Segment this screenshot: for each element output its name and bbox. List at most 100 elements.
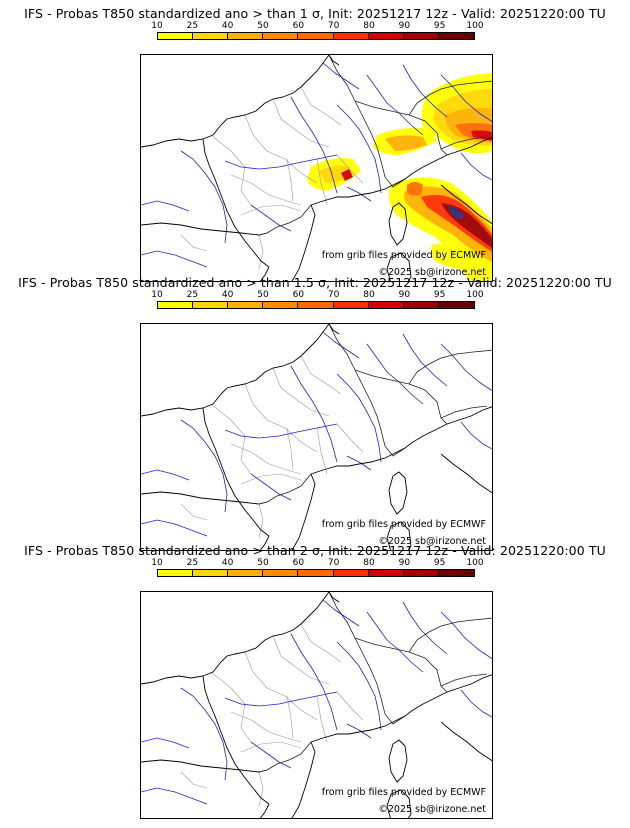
colorbar-tick-label: 10 bbox=[151, 558, 163, 568]
region-boundary bbox=[272, 98, 330, 148]
colorbar-bar bbox=[157, 301, 475, 309]
probability-contour bbox=[431, 244, 467, 269]
coastlines bbox=[141, 592, 492, 818]
region-boundary bbox=[300, 355, 342, 395]
source-credit: from grib files provided by ECMWF bbox=[321, 787, 486, 798]
river-line bbox=[290, 365, 338, 463]
source-credit: from grib files provided by ECMWF bbox=[321, 519, 486, 530]
coastline bbox=[440, 184, 492, 225]
river-line bbox=[224, 423, 338, 439]
coastlines bbox=[141, 324, 492, 550]
country-border bbox=[440, 673, 488, 687]
colorbar-tick-label: 80 bbox=[363, 558, 375, 568]
anomaly-probability-field bbox=[307, 73, 492, 281]
country-border bbox=[328, 324, 406, 457]
colorbar-legend: 10 25 40 50 60 70 80 90 95 100 bbox=[151, 558, 484, 579]
coastline bbox=[141, 491, 268, 505]
river-line bbox=[180, 687, 228, 781]
river-line bbox=[402, 64, 448, 118]
coastline bbox=[141, 324, 330, 417]
region-boundary bbox=[316, 158, 328, 206]
coastline bbox=[291, 473, 316, 550]
colorbar-tick-label: 95 bbox=[433, 21, 446, 31]
river-line bbox=[224, 154, 338, 170]
coastline bbox=[141, 592, 330, 685]
colorbar-tick-label: 60 bbox=[292, 21, 305, 31]
region-boundary bbox=[272, 367, 330, 417]
colorbar-tick-label: 40 bbox=[221, 558, 234, 568]
colorbar-segment bbox=[158, 302, 194, 308]
river-line bbox=[250, 473, 292, 501]
colorbar-tick-label: 60 bbox=[292, 558, 305, 568]
colorbar-segment bbox=[263, 33, 299, 39]
colorbar-segment bbox=[298, 33, 334, 39]
colorbar-tick-label: 90 bbox=[398, 21, 411, 31]
region-boundary bbox=[180, 771, 208, 789]
panel-title: IFS - Probas T850 standardized ano > tha… bbox=[24, 6, 606, 21]
region-boundary bbox=[210, 403, 252, 475]
river-line bbox=[290, 633, 338, 731]
river-line bbox=[141, 787, 208, 805]
colorbar-tick-label: 25 bbox=[186, 290, 199, 300]
colorbar-tick-label: 100 bbox=[466, 290, 484, 300]
probability-map: from grib files provided by ECMWF ©2025 … bbox=[140, 54, 493, 282]
coastline bbox=[328, 324, 340, 335]
copyright-credit: ©2025 sb@irizone.net bbox=[378, 804, 486, 815]
river-line bbox=[440, 74, 492, 123]
colorbar-tick-label: 25 bbox=[186, 558, 199, 568]
copyright-credit: ©2025 sb@irizone.net bbox=[378, 267, 486, 278]
country-border bbox=[266, 741, 312, 771]
coastline bbox=[440, 453, 492, 494]
region-boundary bbox=[286, 695, 294, 739]
coastline bbox=[259, 266, 270, 281]
colorbar-segment bbox=[263, 570, 299, 576]
river-line bbox=[460, 421, 492, 450]
region-boundary bbox=[240, 204, 302, 216]
coastline bbox=[440, 721, 492, 762]
country-border bbox=[408, 617, 492, 653]
colorbar-tick-label: 40 bbox=[221, 290, 234, 300]
probability-map: from grib files provided by ECMWF ©2025 … bbox=[140, 591, 493, 819]
map-panel-1sigma: IFS - Probas T850 standardized ano > tha… bbox=[0, 6, 630, 282]
colorbar-bar bbox=[157, 32, 475, 40]
colorbar-segment bbox=[333, 33, 369, 39]
colorbar-tick-label: 50 bbox=[257, 21, 269, 31]
colorbar-segment bbox=[403, 33, 439, 39]
river-line bbox=[366, 343, 424, 405]
colorbar-segment bbox=[193, 570, 229, 576]
map-canvas bbox=[141, 55, 492, 281]
region-boundary bbox=[210, 134, 252, 206]
panel-title: IFS - Probas T850 standardized ano > tha… bbox=[18, 275, 612, 290]
colorbar-segment bbox=[333, 570, 369, 576]
colorbar-tick-label: 10 bbox=[151, 290, 163, 300]
colorbar-segment bbox=[403, 302, 439, 308]
rivers bbox=[141, 599, 492, 805]
colorbar-tick-label: 95 bbox=[433, 558, 446, 568]
colorbar-tick-label: 100 bbox=[466, 21, 484, 31]
river-line bbox=[141, 469, 190, 481]
coastline bbox=[202, 675, 270, 805]
river-line bbox=[141, 519, 208, 537]
coastline bbox=[141, 759, 268, 773]
river-line bbox=[141, 200, 190, 212]
colorbar-segment bbox=[263, 302, 299, 308]
river-line bbox=[141, 737, 190, 749]
region-boundary bbox=[180, 503, 208, 521]
probability-contour bbox=[449, 205, 465, 219]
country-border bbox=[408, 349, 492, 385]
colorbar-segment bbox=[228, 302, 264, 308]
colorbar-tick-label: 50 bbox=[257, 558, 269, 568]
region-boundaries bbox=[180, 86, 364, 270]
region-boundary bbox=[272, 635, 330, 685]
river-line bbox=[346, 723, 372, 739]
coastline bbox=[412, 406, 492, 443]
colorbar-legend: 10 25 40 50 60 70 80 90 95 100 bbox=[151, 21, 484, 42]
colorbar-segment bbox=[333, 302, 369, 308]
panel-title: IFS - Probas T850 standardized ano > tha… bbox=[24, 543, 606, 558]
coastline bbox=[386, 789, 412, 818]
coastline bbox=[412, 137, 492, 174]
region-boundary bbox=[244, 114, 318, 184]
coastlines bbox=[141, 55, 492, 281]
coastline bbox=[388, 202, 408, 246]
coastline bbox=[310, 441, 414, 475]
